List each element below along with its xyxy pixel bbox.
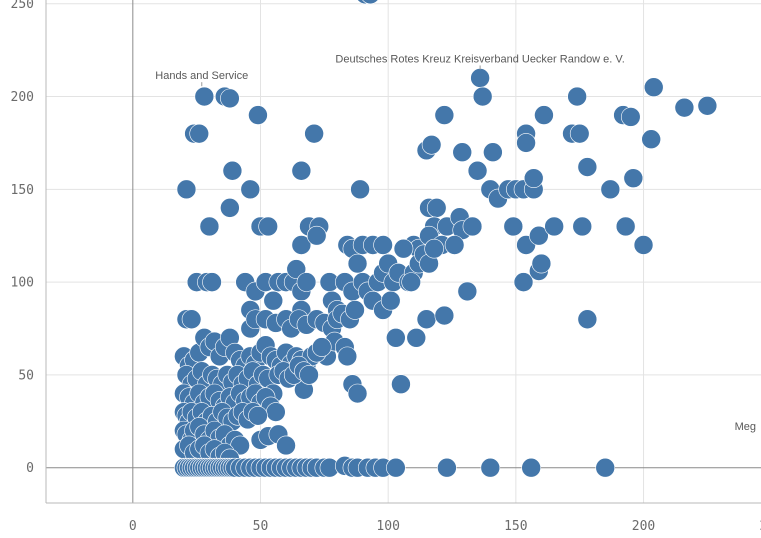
- y-tick-label-0: 0: [26, 461, 34, 476]
- data-point[interactable]: [623, 168, 644, 188]
- data-point[interactable]: [391, 374, 411, 395]
- data-point[interactable]: [276, 435, 296, 456]
- data-point[interactable]: [286, 259, 307, 279]
- data-point[interactable]: [373, 235, 393, 255]
- y-tick-label-50: 50: [18, 368, 34, 383]
- data-point[interactable]: [577, 309, 598, 330]
- data-point[interactable]: [462, 216, 483, 237]
- data-point[interactable]: [421, 134, 442, 155]
- data-point[interactable]: [467, 160, 488, 181]
- data-point[interactable]: [220, 88, 240, 109]
- data-point[interactable]: [347, 253, 368, 274]
- data-point[interactable]: [291, 160, 312, 181]
- y-tick-label-250: 250: [11, 0, 34, 12]
- x-tick-label-200: 200: [632, 519, 655, 534]
- data-point[interactable]: [516, 133, 536, 153]
- annotation-label: Deutsches Rotes Kreuz Kreisverband Uecke…: [335, 53, 624, 65]
- data-point[interactable]: [311, 337, 332, 357]
- data-point[interactable]: [291, 235, 312, 255]
- x-tick-label-50: 50: [253, 519, 269, 534]
- data-point[interactable]: [263, 290, 284, 311]
- data-point[interactable]: [393, 238, 414, 259]
- data-point[interactable]: [194, 86, 215, 107]
- data-point[interactable]: [569, 123, 590, 144]
- data-point[interactable]: [380, 290, 401, 311]
- data-point[interactable]: [266, 402, 286, 422]
- data-point[interactable]: [470, 68, 490, 88]
- data-point[interactable]: [202, 272, 222, 292]
- data-point[interactable]: [176, 179, 197, 200]
- data-point[interactable]: [531, 253, 552, 274]
- data-point[interactable]: [199, 216, 220, 237]
- data-point[interactable]: [401, 272, 421, 292]
- annotation-label: Hands and Service: [155, 70, 248, 82]
- data-point[interactable]: [620, 107, 641, 127]
- data-point[interactable]: [424, 238, 444, 259]
- data-point[interactable]: [386, 328, 406, 348]
- axis-layer: 0 50 100 150 200 250 0 50 100 150 200 250: [11, 0, 761, 534]
- data-point[interactable]: [361, 0, 380, 5]
- data-point[interactable]: [299, 365, 319, 385]
- data-point[interactable]: [503, 216, 524, 237]
- points-layer: [174, 0, 718, 478]
- data-point[interactable]: [296, 272, 317, 292]
- x-tick-label-250: 250: [759, 519, 761, 534]
- data-point[interactable]: [240, 179, 261, 200]
- data-point[interactable]: [189, 123, 210, 144]
- data-point[interactable]: [248, 105, 268, 125]
- data-point[interactable]: [437, 457, 457, 478]
- y-tick-label-100: 100: [11, 276, 34, 291]
- data-point[interactable]: [577, 157, 598, 177]
- data-point[interactable]: [416, 309, 437, 330]
- data-point[interactable]: [483, 142, 503, 162]
- data-point[interactable]: [386, 457, 406, 478]
- data-point[interactable]: [304, 123, 324, 144]
- data-point[interactable]: [444, 235, 465, 255]
- data-point[interactable]: [600, 179, 621, 200]
- data-point[interactable]: [426, 198, 447, 218]
- data-point[interactable]: [345, 300, 365, 320]
- data-point[interactable]: [306, 225, 327, 246]
- data-point[interactable]: [643, 77, 664, 98]
- y-tick-label-150: 150: [11, 183, 34, 198]
- data-point[interactable]: [572, 216, 593, 237]
- x-tick-label-0: 0: [129, 519, 137, 534]
- data-point[interactable]: [222, 160, 243, 181]
- data-point[interactable]: [472, 86, 493, 107]
- data-point[interactable]: [534, 105, 554, 125]
- data-point[interactable]: [248, 405, 268, 426]
- data-point[interactable]: [258, 216, 278, 237]
- data-point[interactable]: [595, 457, 616, 478]
- data-point[interactable]: [641, 129, 661, 150]
- data-point[interactable]: [567, 86, 587, 107]
- data-point[interactable]: [544, 216, 564, 237]
- data-point[interactable]: [220, 198, 240, 218]
- data-point[interactable]: [457, 281, 478, 302]
- annotation-label: Meg: [735, 421, 756, 433]
- y-tick-label-200: 200: [11, 90, 34, 105]
- data-point[interactable]: [434, 105, 455, 125]
- x-tick-label-150: 150: [504, 519, 527, 534]
- data-point[interactable]: [513, 272, 534, 292]
- data-point[interactable]: [350, 179, 370, 200]
- data-point[interactable]: [521, 457, 541, 478]
- data-point[interactable]: [434, 305, 455, 326]
- data-point[interactable]: [406, 328, 427, 348]
- data-point[interactable]: [674, 97, 695, 118]
- data-point[interactable]: [347, 383, 368, 404]
- data-point[interactable]: [529, 225, 549, 246]
- data-point[interactable]: [452, 142, 473, 162]
- data-point[interactable]: [697, 95, 718, 116]
- data-point[interactable]: [337, 346, 358, 367]
- data-point[interactable]: [615, 216, 636, 237]
- x-tick-label-100: 100: [376, 519, 399, 534]
- annotations-layer: Deutsches Rotes Kreuz Kreisverband Uecke…: [155, 53, 756, 433]
- data-point[interactable]: [523, 168, 544, 188]
- data-point[interactable]: [480, 457, 501, 478]
- data-point[interactable]: [181, 309, 202, 330]
- data-point[interactable]: [633, 235, 654, 255]
